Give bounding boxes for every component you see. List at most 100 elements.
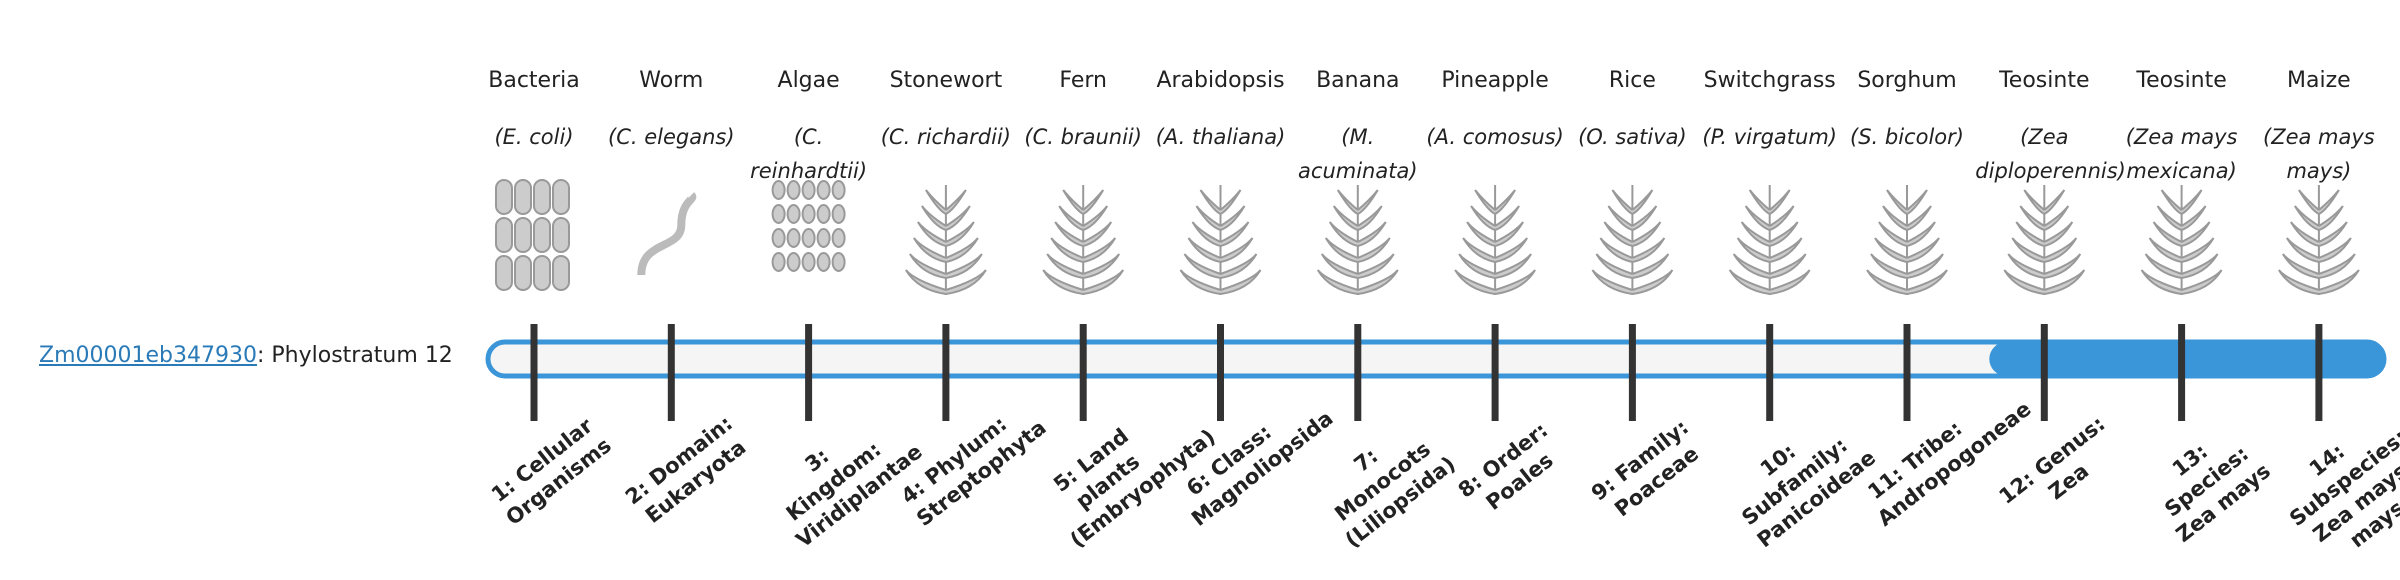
cell — [514, 255, 532, 291]
gene-link[interactable]: Zm00001eb347930 — [39, 343, 257, 368]
leaf — [1870, 253, 1908, 279]
leaf — [2181, 253, 2219, 279]
leaf — [1748, 189, 1771, 215]
leaf — [925, 189, 947, 215]
cell — [552, 255, 570, 291]
leaf — [921, 205, 947, 231]
organism-name: Sorghum — [1857, 68, 1957, 93]
cell — [786, 228, 801, 248]
leaf — [2019, 205, 2045, 231]
leaf — [2007, 253, 2045, 279]
cell — [816, 228, 831, 248]
leaf — [1882, 205, 1908, 231]
leaf — [2152, 221, 2183, 247]
leaf — [1082, 189, 1105, 215]
leaf — [905, 269, 947, 295]
organism-illustration — [1728, 185, 1811, 295]
cell — [831, 252, 846, 272]
organism-illustration — [771, 180, 846, 272]
cell — [533, 179, 551, 215]
leaf — [1611, 189, 1634, 215]
organism-illustration — [2278, 185, 2360, 295]
cell — [801, 204, 816, 224]
leaf — [2043, 221, 2074, 247]
leaf — [1732, 253, 1771, 279]
leaf — [1906, 253, 1944, 279]
leaf — [2044, 269, 2086, 295]
leaf — [2043, 205, 2070, 231]
cell — [533, 217, 551, 253]
leaf — [1769, 253, 1807, 279]
organism-name: Algae — [777, 68, 840, 93]
organism-illustration — [1591, 185, 1674, 295]
leaf — [2181, 237, 2215, 263]
leaf — [1220, 221, 1250, 247]
leaf — [1906, 205, 1932, 231]
organism-species: (P. virgatum) — [1702, 125, 1837, 149]
organism-name: Fern — [1059, 68, 1107, 93]
leaf — [1494, 269, 1536, 295]
cell — [552, 217, 570, 253]
organism-species: (Zea mays mexicana) — [2125, 125, 2238, 183]
leaf — [1332, 205, 1359, 231]
leaf — [2144, 253, 2182, 279]
leaf — [2181, 205, 2207, 231]
organism-illustration — [495, 179, 570, 291]
gene-stratum: 12 — [424, 343, 453, 368]
leaf — [2148, 237, 2182, 263]
cell — [514, 217, 532, 253]
leaf — [1191, 221, 1221, 247]
leaf — [1357, 253, 1395, 279]
organism-illustration — [1042, 185, 1125, 295]
leaf — [945, 189, 967, 215]
leaf — [1458, 253, 1496, 279]
leaf — [1632, 237, 1666, 263]
organism-species: (Zea mays mays) — [2263, 125, 2375, 183]
cell — [495, 179, 513, 215]
leaf — [1603, 221, 1633, 247]
leaf — [2156, 205, 2183, 231]
leaf — [2043, 237, 2078, 263]
leaf — [1357, 269, 1399, 295]
leaf — [1906, 189, 1928, 215]
organism-species: (S. bicolor) — [1850, 125, 1964, 149]
gene-label: Zm00001eb347930: Phylostratum 12 — [39, 343, 453, 368]
leaf — [2140, 269, 2182, 295]
leaf — [1591, 269, 1633, 295]
leaf — [1462, 237, 1496, 263]
leaf — [1199, 189, 1222, 215]
leaf — [1062, 189, 1084, 215]
organism-species: (C. elegans) — [608, 125, 735, 149]
cell — [816, 180, 831, 200]
organism-name: Teosinte — [1999, 68, 2090, 93]
leaf — [1769, 205, 1795, 231]
leaf — [1219, 205, 1246, 231]
leaf — [945, 221, 975, 247]
leaf — [1632, 253, 1670, 279]
leaf — [1599, 237, 1633, 263]
leaf — [1220, 269, 1262, 295]
leaf — [1769, 237, 1803, 263]
leaf — [2011, 237, 2045, 263]
leaf — [1874, 237, 1908, 263]
leaf — [1220, 237, 1254, 263]
leaf — [2318, 221, 2348, 247]
cell — [771, 252, 786, 272]
cell — [771, 180, 786, 200]
organism-species: (E. coli) — [494, 125, 574, 149]
timeline-fill — [1989, 342, 2384, 376]
leaf — [2043, 253, 2082, 279]
leaf — [2290, 221, 2320, 247]
leaf — [2180, 189, 2203, 215]
organism-name: Stonewort — [889, 68, 1003, 93]
organism-illustration — [905, 185, 987, 295]
leaf — [1220, 253, 1258, 279]
leaf — [2043, 189, 2066, 215]
organism-illustration — [2003, 185, 2086, 295]
leaf — [1632, 269, 1674, 295]
leaf — [1324, 237, 1359, 263]
organism-name: Pineapple — [1441, 68, 1549, 93]
cell — [831, 204, 846, 224]
leaf — [945, 269, 987, 295]
